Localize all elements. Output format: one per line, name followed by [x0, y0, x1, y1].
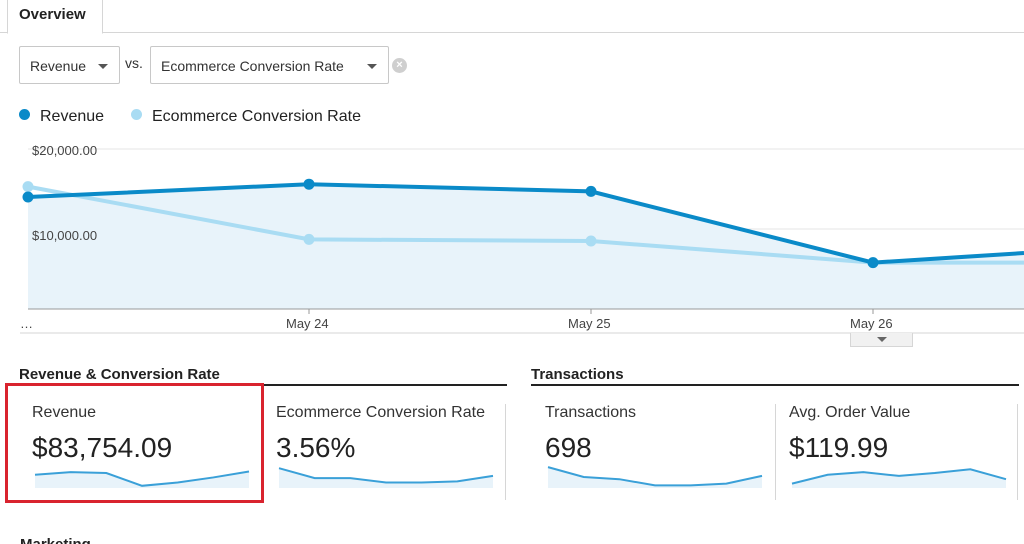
primary-metric-select[interactable]: Revenue	[19, 46, 120, 84]
vs-label: vs.	[125, 55, 143, 71]
clear-comparison-icon[interactable]: ×	[392, 58, 407, 73]
data-point	[303, 233, 315, 245]
sparkline	[34, 470, 250, 488]
y-tick-label: $20,000.00	[32, 143, 98, 158]
data-point	[303, 178, 315, 190]
metric-label: Ecommerce Conversion Rate	[276, 404, 485, 421]
metric-card-avg-order-value[interactable]: Avg. Order Value $119.99	[789, 402, 1009, 497]
partial-section-heading: Marketing	[20, 536, 91, 544]
x-tick-label: May 25	[568, 316, 611, 331]
tab-overview[interactable]: Overview	[7, 0, 103, 34]
sparkline-area	[792, 469, 1006, 488]
metric-value: 698	[545, 432, 592, 463]
sparkline-line	[791, 468, 1007, 485]
x-tick-label: …	[20, 316, 33, 331]
chevron-down-icon	[877, 337, 887, 342]
data-point	[867, 257, 879, 269]
sparkline-area	[35, 471, 249, 488]
metric-value: $83,754.09	[32, 432, 173, 463]
data-point	[585, 185, 597, 197]
metric-label: Transactions	[545, 404, 636, 421]
y-tick-label: $10,000.00	[32, 228, 98, 243]
data-point	[585, 235, 597, 247]
revenue-legend-dot-icon	[19, 109, 30, 120]
metric-card-conversion-rate[interactable]: Ecommerce Conversion Rate 3.56%	[276, 402, 496, 497]
data-point	[22, 191, 34, 203]
sparkline-area	[279, 468, 493, 488]
collapse-chart-button[interactable]	[850, 333, 913, 347]
sparkline-line	[547, 466, 763, 487]
primary-metric-label: Revenue	[30, 58, 87, 74]
sparkline-line	[278, 467, 494, 484]
comparison-metric-select[interactable]: Ecommerce Conversion Rate	[150, 46, 389, 84]
highlight-box	[5, 383, 264, 503]
metric-card-revenue[interactable]: Revenue $83,754.09	[32, 402, 252, 497]
section-title-transactions: Transactions	[531, 366, 1019, 386]
metric-value: $119.99	[789, 432, 889, 463]
sparkline	[278, 467, 494, 488]
x-tick-label: May 26	[850, 316, 893, 331]
metric-label: Avg. Order Value	[789, 404, 911, 421]
series-area-revenue	[28, 184, 1024, 309]
chevron-down-icon	[367, 64, 377, 69]
divider	[775, 404, 776, 500]
divider	[505, 404, 506, 500]
data-point	[22, 181, 34, 193]
tab-bar: Overview	[0, 0, 1024, 34]
sparkline-area	[548, 467, 762, 488]
legend-item-conversion-rate[interactable]: Ecommerce Conversion Rate	[131, 108, 361, 126]
metric-card-transactions[interactable]: Transactions 698	[545, 402, 765, 497]
metric-label: Revenue	[32, 404, 97, 421]
divider	[1017, 404, 1018, 500]
sparkline-line	[34, 470, 250, 487]
sparkline	[791, 468, 1007, 488]
metric-value: 3.56%	[276, 432, 356, 463]
sparkline	[547, 466, 763, 488]
chevron-down-icon	[98, 64, 108, 69]
comparison-metric-label: Ecommerce Conversion Rate	[161, 58, 344, 74]
legend-label: Revenue	[40, 108, 105, 125]
conversion-legend-dot-icon	[131, 109, 142, 120]
legend-item-revenue[interactable]: Revenue	[19, 108, 104, 126]
x-tick-label: May 24	[286, 316, 329, 331]
line-chart[interactable]	[0, 135, 1024, 350]
legend-label: Ecommerce Conversion Rate	[152, 108, 361, 125]
